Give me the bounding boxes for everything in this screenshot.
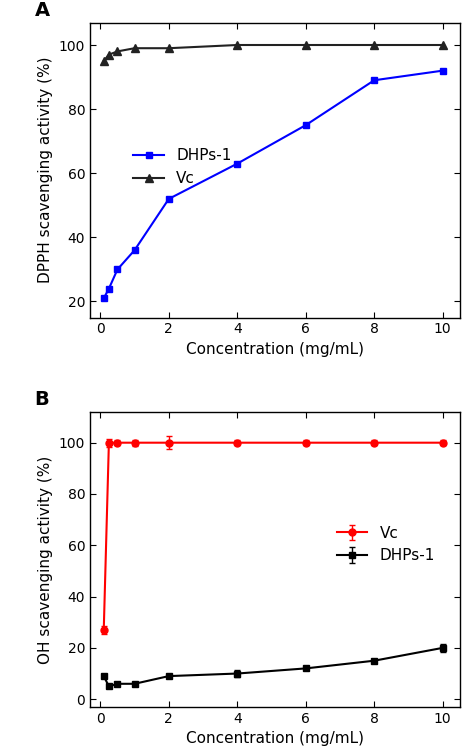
Vc [371,41,377,50]
DHPs-1 [106,284,112,293]
Vc [303,41,309,50]
DHPs-1 [235,159,240,168]
Y-axis label: OH scavenging activity (%): OH scavenging activity (%) [38,455,53,663]
Vc [115,47,120,56]
Vc [235,41,240,50]
DHPs-1 [132,246,137,255]
DHPs-1 [303,120,309,129]
Line: DHPs-1: DHPs-1 [100,67,446,302]
DHPs-1 [371,76,377,85]
DHPs-1 [115,265,120,274]
DHPs-1 [101,294,107,303]
Vc [106,50,112,59]
Vc [440,41,446,50]
Legend: Vc, DHPs-1: Vc, DHPs-1 [331,520,441,569]
DHPs-1 [440,66,446,75]
X-axis label: Concentration (mg/mL): Concentration (mg/mL) [186,342,364,357]
Text: B: B [35,390,49,409]
Legend: DHPs-1, Vc: DHPs-1, Vc [128,142,237,193]
Text: A: A [35,1,50,20]
Vc [101,56,107,65]
DHPs-1 [166,194,172,203]
Line: Vc: Vc [100,41,447,65]
Vc [166,44,172,53]
Vc [132,44,137,53]
X-axis label: Concentration (mg/mL): Concentration (mg/mL) [186,731,364,746]
Y-axis label: DPPH scavenging activity (%): DPPH scavenging activity (%) [38,57,53,284]
